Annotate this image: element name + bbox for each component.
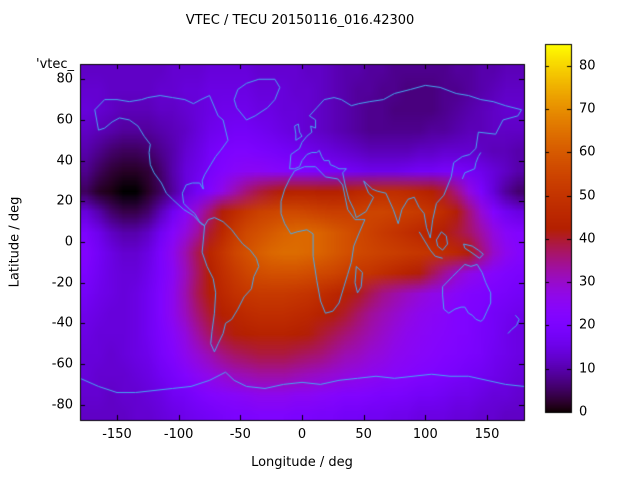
y-tick-label: -60 bbox=[51, 356, 73, 372]
colorbar-tick-label: 40 bbox=[579, 231, 596, 247]
colorbar-tick-label: 60 bbox=[579, 144, 596, 160]
y-tick-label: 80 bbox=[56, 71, 73, 87]
series-key-label: 'vtec_ bbox=[36, 57, 75, 72]
y-tick-label: -40 bbox=[51, 315, 73, 331]
x-tick-label: 150 bbox=[474, 427, 500, 442]
y-tick-label: 20 bbox=[56, 193, 73, 209]
y-tick-label: -20 bbox=[51, 275, 73, 291]
x-tick-label: -150 bbox=[102, 427, 132, 442]
x-tick-label: 100 bbox=[412, 427, 438, 442]
colorbar-tick-label: 0 bbox=[579, 404, 588, 420]
colorbar-tick-label: 80 bbox=[579, 58, 596, 74]
x-tick-label: 50 bbox=[355, 427, 372, 442]
colorbar-tick-label: 50 bbox=[579, 188, 596, 204]
y-tick-label: 60 bbox=[56, 112, 73, 128]
y-tick-label: -80 bbox=[51, 397, 73, 413]
colorbar-tick-label: 30 bbox=[579, 274, 596, 290]
colorbar-tick-label: 70 bbox=[579, 101, 596, 117]
x-tick-label: -50 bbox=[229, 427, 251, 442]
colorbar-tick-label: 10 bbox=[579, 361, 596, 377]
y-axis-label: Latitude / deg bbox=[7, 196, 23, 288]
colorbar-tick-label: 20 bbox=[579, 317, 596, 333]
x-axis-label: Longitude / deg bbox=[251, 455, 353, 470]
x-tick-label: 0 bbox=[297, 427, 307, 442]
y-tick-label: 40 bbox=[56, 153, 73, 169]
chart-title: VTEC / TECU 20150116_016.42300 bbox=[185, 13, 415, 28]
x-tick-label: -100 bbox=[163, 427, 194, 442]
y-tick-label: 0 bbox=[64, 234, 73, 250]
